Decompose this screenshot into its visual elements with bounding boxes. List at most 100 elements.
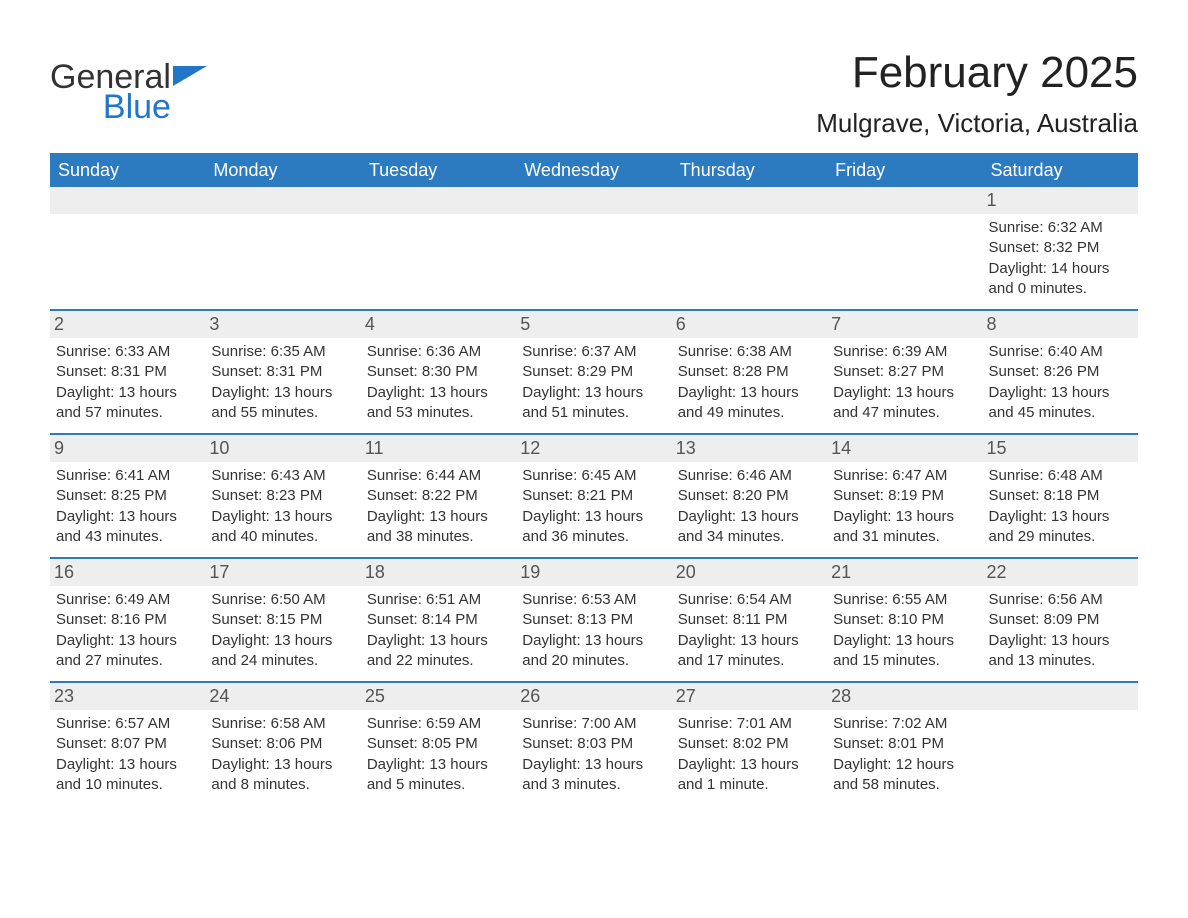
day-cell: 16Sunrise: 6:49 AMSunset: 8:16 PMDayligh… — [50, 559, 205, 681]
day-number: 15 — [983, 435, 1138, 462]
day-info: Sunrise: 6:32 AMSunset: 8:32 PMDaylight:… — [989, 218, 1132, 299]
day-number: 6 — [672, 311, 827, 338]
day-number: 21 — [827, 559, 982, 586]
sunset-text: Sunset: 8:06 PM — [211, 734, 354, 754]
sunset-text: Sunset: 8:10 PM — [833, 610, 976, 630]
sunrise-text: Sunrise: 6:44 AM — [367, 466, 510, 486]
day-cell: 1 Sunrise: 6:32 AMSunset: 8:32 PMDaylight… — [983, 187, 1138, 309]
daylight-text: Daylight: 13 hours and 47 minutes. — [833, 383, 976, 424]
day-cell: 26 Sunrise: 7:00 AMSunset: 8:03 PMDayligh… — [516, 683, 671, 805]
sunset-text: Sunset: 8:18 PM — [989, 486, 1132, 506]
day-info: Sunrise: 6:48 AMSunset: 8:18 PMDaylight:… — [989, 466, 1132, 547]
day-number — [672, 187, 827, 214]
day-info: Sunrise: 6:39 AMSunset: 8:27 PMDaylight:… — [833, 342, 976, 423]
sunset-text: Sunset: 8:13 PM — [522, 610, 665, 630]
daylight-text: Daylight: 13 hours and 27 minutes. — [56, 631, 199, 672]
weekday-header: Tuesday — [361, 154, 516, 187]
sunrise-text: Sunrise: 7:02 AM — [833, 714, 976, 734]
logo: General Blue — [50, 60, 207, 124]
sunrise-text: Sunrise: 6:49 AM — [56, 590, 199, 610]
day-number — [361, 187, 516, 214]
day-cell: 5Sunrise: 6:37 AMSunset: 8:29 PMDaylight… — [516, 311, 671, 433]
day-cell: 17Sunrise: 6:50 AMSunset: 8:15 PMDayligh… — [205, 559, 360, 681]
daylight-text: Daylight: 13 hours and 36 minutes. — [522, 507, 665, 548]
location-label: Mulgrave, Victoria, Australia — [816, 108, 1138, 139]
sunrise-text: Sunrise: 6:50 AM — [211, 590, 354, 610]
sunrise-text: Sunrise: 6:58 AM — [211, 714, 354, 734]
day-info: Sunrise: 6:59 AMSunset: 8:05 PMDaylight:… — [367, 714, 510, 795]
day-cell: 13Sunrise: 6:46 AMSunset: 8:20 PMDayligh… — [672, 435, 827, 557]
day-info: Sunrise: 6:44 AMSunset: 8:22 PMDaylight:… — [367, 466, 510, 547]
day-info: Sunrise: 6:49 AMSunset: 8:16 PMDaylight:… — [56, 590, 199, 671]
sunrise-text: Sunrise: 6:40 AM — [989, 342, 1132, 362]
sunrise-text: Sunrise: 6:45 AM — [522, 466, 665, 486]
day-cell — [361, 187, 516, 309]
day-number — [516, 187, 671, 214]
daylight-text: Daylight: 13 hours and 20 minutes. — [522, 631, 665, 672]
day-number: 26 — [516, 683, 671, 710]
day-number: 24 — [205, 683, 360, 710]
sunrise-text: Sunrise: 6:39 AM — [833, 342, 976, 362]
day-number: 13 — [672, 435, 827, 462]
sunrise-text: Sunrise: 6:51 AM — [367, 590, 510, 610]
sunrise-text: Sunrise: 7:01 AM — [678, 714, 821, 734]
day-info: Sunrise: 7:00 AMSunset: 8:03 PMDaylight:… — [522, 714, 665, 795]
sunrise-text: Sunrise: 6:59 AM — [367, 714, 510, 734]
sunset-text: Sunset: 8:16 PM — [56, 610, 199, 630]
week-row: 2Sunrise: 6:33 AMSunset: 8:31 PMDaylight… — [50, 309, 1138, 433]
day-number — [50, 187, 205, 214]
day-number: 4 — [361, 311, 516, 338]
day-info: Sunrise: 6:47 AMSunset: 8:19 PMDaylight:… — [833, 466, 976, 547]
day-info: Sunrise: 6:58 AMSunset: 8:06 PMDaylight:… — [211, 714, 354, 795]
day-cell: 15 Sunrise: 6:48 AMSunset: 8:18 PMDayligh… — [983, 435, 1138, 557]
weekday-header: Wednesday — [516, 154, 671, 187]
day-number: 17 — [205, 559, 360, 586]
day-number: 14 — [827, 435, 982, 462]
sunrise-text: Sunrise: 6:32 AM — [989, 218, 1132, 238]
day-info: Sunrise: 6:55 AMSunset: 8:10 PMDaylight:… — [833, 590, 976, 671]
day-number: 20 — [672, 559, 827, 586]
day-number: 1 — [983, 187, 1138, 214]
week-row: 1 Sunrise: 6:32 AMSunset: 8:32 PMDaylight… — [50, 187, 1138, 309]
sunset-text: Sunset: 8:11 PM — [678, 610, 821, 630]
sunset-text: Sunset: 8:29 PM — [522, 362, 665, 382]
daylight-text: Daylight: 13 hours and 49 minutes. — [678, 383, 821, 424]
day-info: Sunrise: 6:54 AMSunset: 8:11 PMDaylight:… — [678, 590, 821, 671]
daylight-text: Daylight: 13 hours and 31 minutes. — [833, 507, 976, 548]
daylight-text: Daylight: 13 hours and 15 minutes. — [833, 631, 976, 672]
sunset-text: Sunset: 8:31 PM — [211, 362, 354, 382]
day-number: 5 — [516, 311, 671, 338]
day-cell — [827, 187, 982, 309]
sunset-text: Sunset: 8:05 PM — [367, 734, 510, 754]
day-number: 11 — [361, 435, 516, 462]
flag-icon — [173, 66, 207, 92]
sunrise-text: Sunrise: 6:47 AM — [833, 466, 976, 486]
sunset-text: Sunset: 8:03 PM — [522, 734, 665, 754]
daylight-text: Daylight: 13 hours and 5 minutes. — [367, 755, 510, 796]
sunset-text: Sunset: 8:28 PM — [678, 362, 821, 382]
sunset-text: Sunset: 8:26 PM — [989, 362, 1132, 382]
sunset-text: Sunset: 8:14 PM — [367, 610, 510, 630]
sunrise-text: Sunrise: 6:33 AM — [56, 342, 199, 362]
weeks-container: 1 Sunrise: 6:32 AMSunset: 8:32 PMDaylight… — [50, 187, 1138, 805]
day-cell: 20 Sunrise: 6:54 AMSunset: 8:11 PMDayligh… — [672, 559, 827, 681]
day-number: 27 — [672, 683, 827, 710]
weekday-header: Sunday — [50, 154, 205, 187]
day-number — [983, 683, 1138, 710]
daylight-text: Daylight: 13 hours and 1 minute. — [678, 755, 821, 796]
daylight-text: Daylight: 13 hours and 45 minutes. — [989, 383, 1132, 424]
day-cell: 4Sunrise: 6:36 AMSunset: 8:30 PMDaylight… — [361, 311, 516, 433]
week-row: 9Sunrise: 6:41 AMSunset: 8:25 PMDaylight… — [50, 433, 1138, 557]
day-info: Sunrise: 6:38 AMSunset: 8:28 PMDaylight:… — [678, 342, 821, 423]
day-info: Sunrise: 6:35 AMSunset: 8:31 PMDaylight:… — [211, 342, 354, 423]
title-block: February 2025 Mulgrave, Victoria, Austra… — [816, 48, 1138, 139]
day-info: Sunrise: 6:53 AMSunset: 8:13 PMDaylight:… — [522, 590, 665, 671]
daylight-text: Daylight: 14 hours and 0 minutes. — [989, 259, 1132, 300]
sunset-text: Sunset: 8:27 PM — [833, 362, 976, 382]
day-cell: 10Sunrise: 6:43 AMSunset: 8:23 PMDayligh… — [205, 435, 360, 557]
day-cell: 18Sunrise: 6:51 AMSunset: 8:14 PMDayligh… — [361, 559, 516, 681]
sunrise-text: Sunrise: 6:57 AM — [56, 714, 199, 734]
day-cell: 3Sunrise: 6:35 AMSunset: 8:31 PMDaylight… — [205, 311, 360, 433]
day-number: 22 — [983, 559, 1138, 586]
day-info: Sunrise: 6:45 AMSunset: 8:21 PMDaylight:… — [522, 466, 665, 547]
